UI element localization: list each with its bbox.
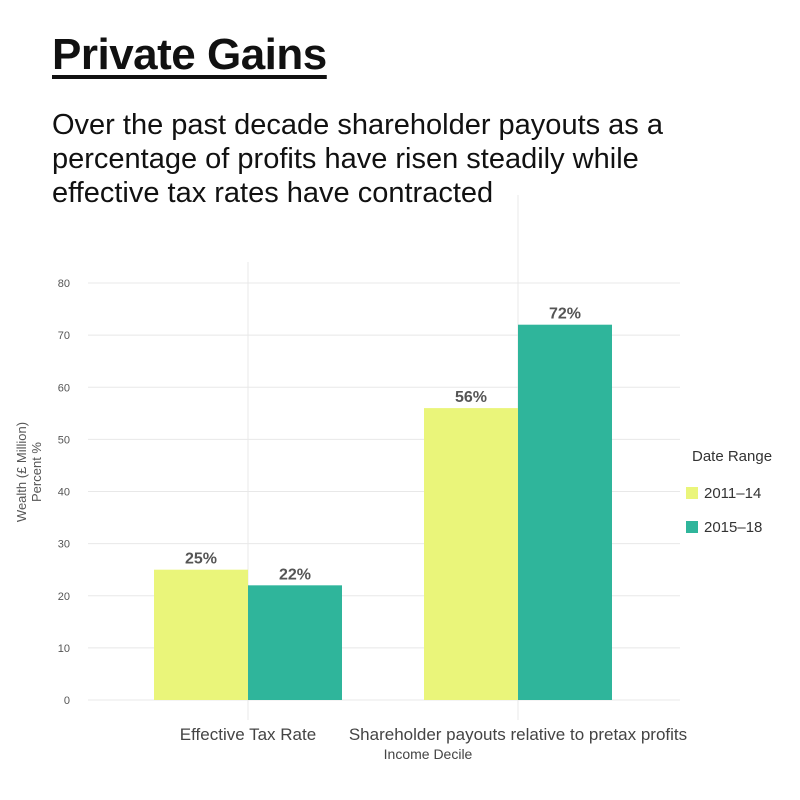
y-tick-label-50: 50 [58, 434, 70, 446]
x-axis-label: Income Decile [384, 746, 473, 762]
data-label-shareholder-payouts-2011-14: 56% [455, 389, 487, 406]
x-tick-label-tax-rate: Effective Tax Rate [180, 725, 316, 744]
data-label-tax-rate-2011-14: 25% [185, 551, 217, 568]
y-tick-label-20: 20 [58, 591, 70, 603]
data-label-shareholder-payouts-2015-18: 72% [549, 306, 581, 323]
y-tick-label-0: 0 [64, 695, 70, 707]
bar-tax-rate-2011-14 [154, 569, 248, 700]
y-tick-label-30: 30 [58, 539, 70, 551]
legend-swatch-2011-14 [686, 487, 698, 499]
y-axis-label-line1: Wealth (£ Million) [14, 422, 29, 522]
legend-swatch-2015-18 [686, 521, 698, 533]
y-tick-label-60: 60 [58, 382, 70, 394]
y-tick-label-10: 10 [58, 643, 70, 655]
legend: Date Range 2011–14 2015–18 [686, 448, 772, 549]
chart-subtitle: Over the past decade shareholder payouts… [52, 109, 663, 209]
bar-tax-rate-2015-18 [248, 585, 342, 700]
data-label-tax-rate-2015-18: 22% [279, 566, 311, 583]
y-tick-label-40: 40 [58, 487, 70, 499]
bar-shareholder-payouts-2011-14 [424, 408, 518, 700]
y-tick-label-80: 80 [58, 278, 70, 290]
legend-title: Date Range [692, 448, 773, 465]
legend-item-2015-18: 2015–18 [686, 515, 772, 539]
bar-shareholder-payouts-2015-18 [518, 324, 612, 700]
legend-label-2011-14: 2011–14 [704, 484, 762, 502]
chart-title: Private Gains [52, 30, 327, 79]
y-tick-label-70: 70 [58, 330, 70, 342]
x-tick-label-shareholder-payouts: Shareholder payouts relative to pretax p… [349, 725, 687, 744]
legend-label-2015-18: 2015–18 [704, 518, 763, 536]
y-axis-label-line2: Percent % [29, 442, 44, 502]
legend-item-2011-14: 2011–14 [686, 481, 772, 505]
